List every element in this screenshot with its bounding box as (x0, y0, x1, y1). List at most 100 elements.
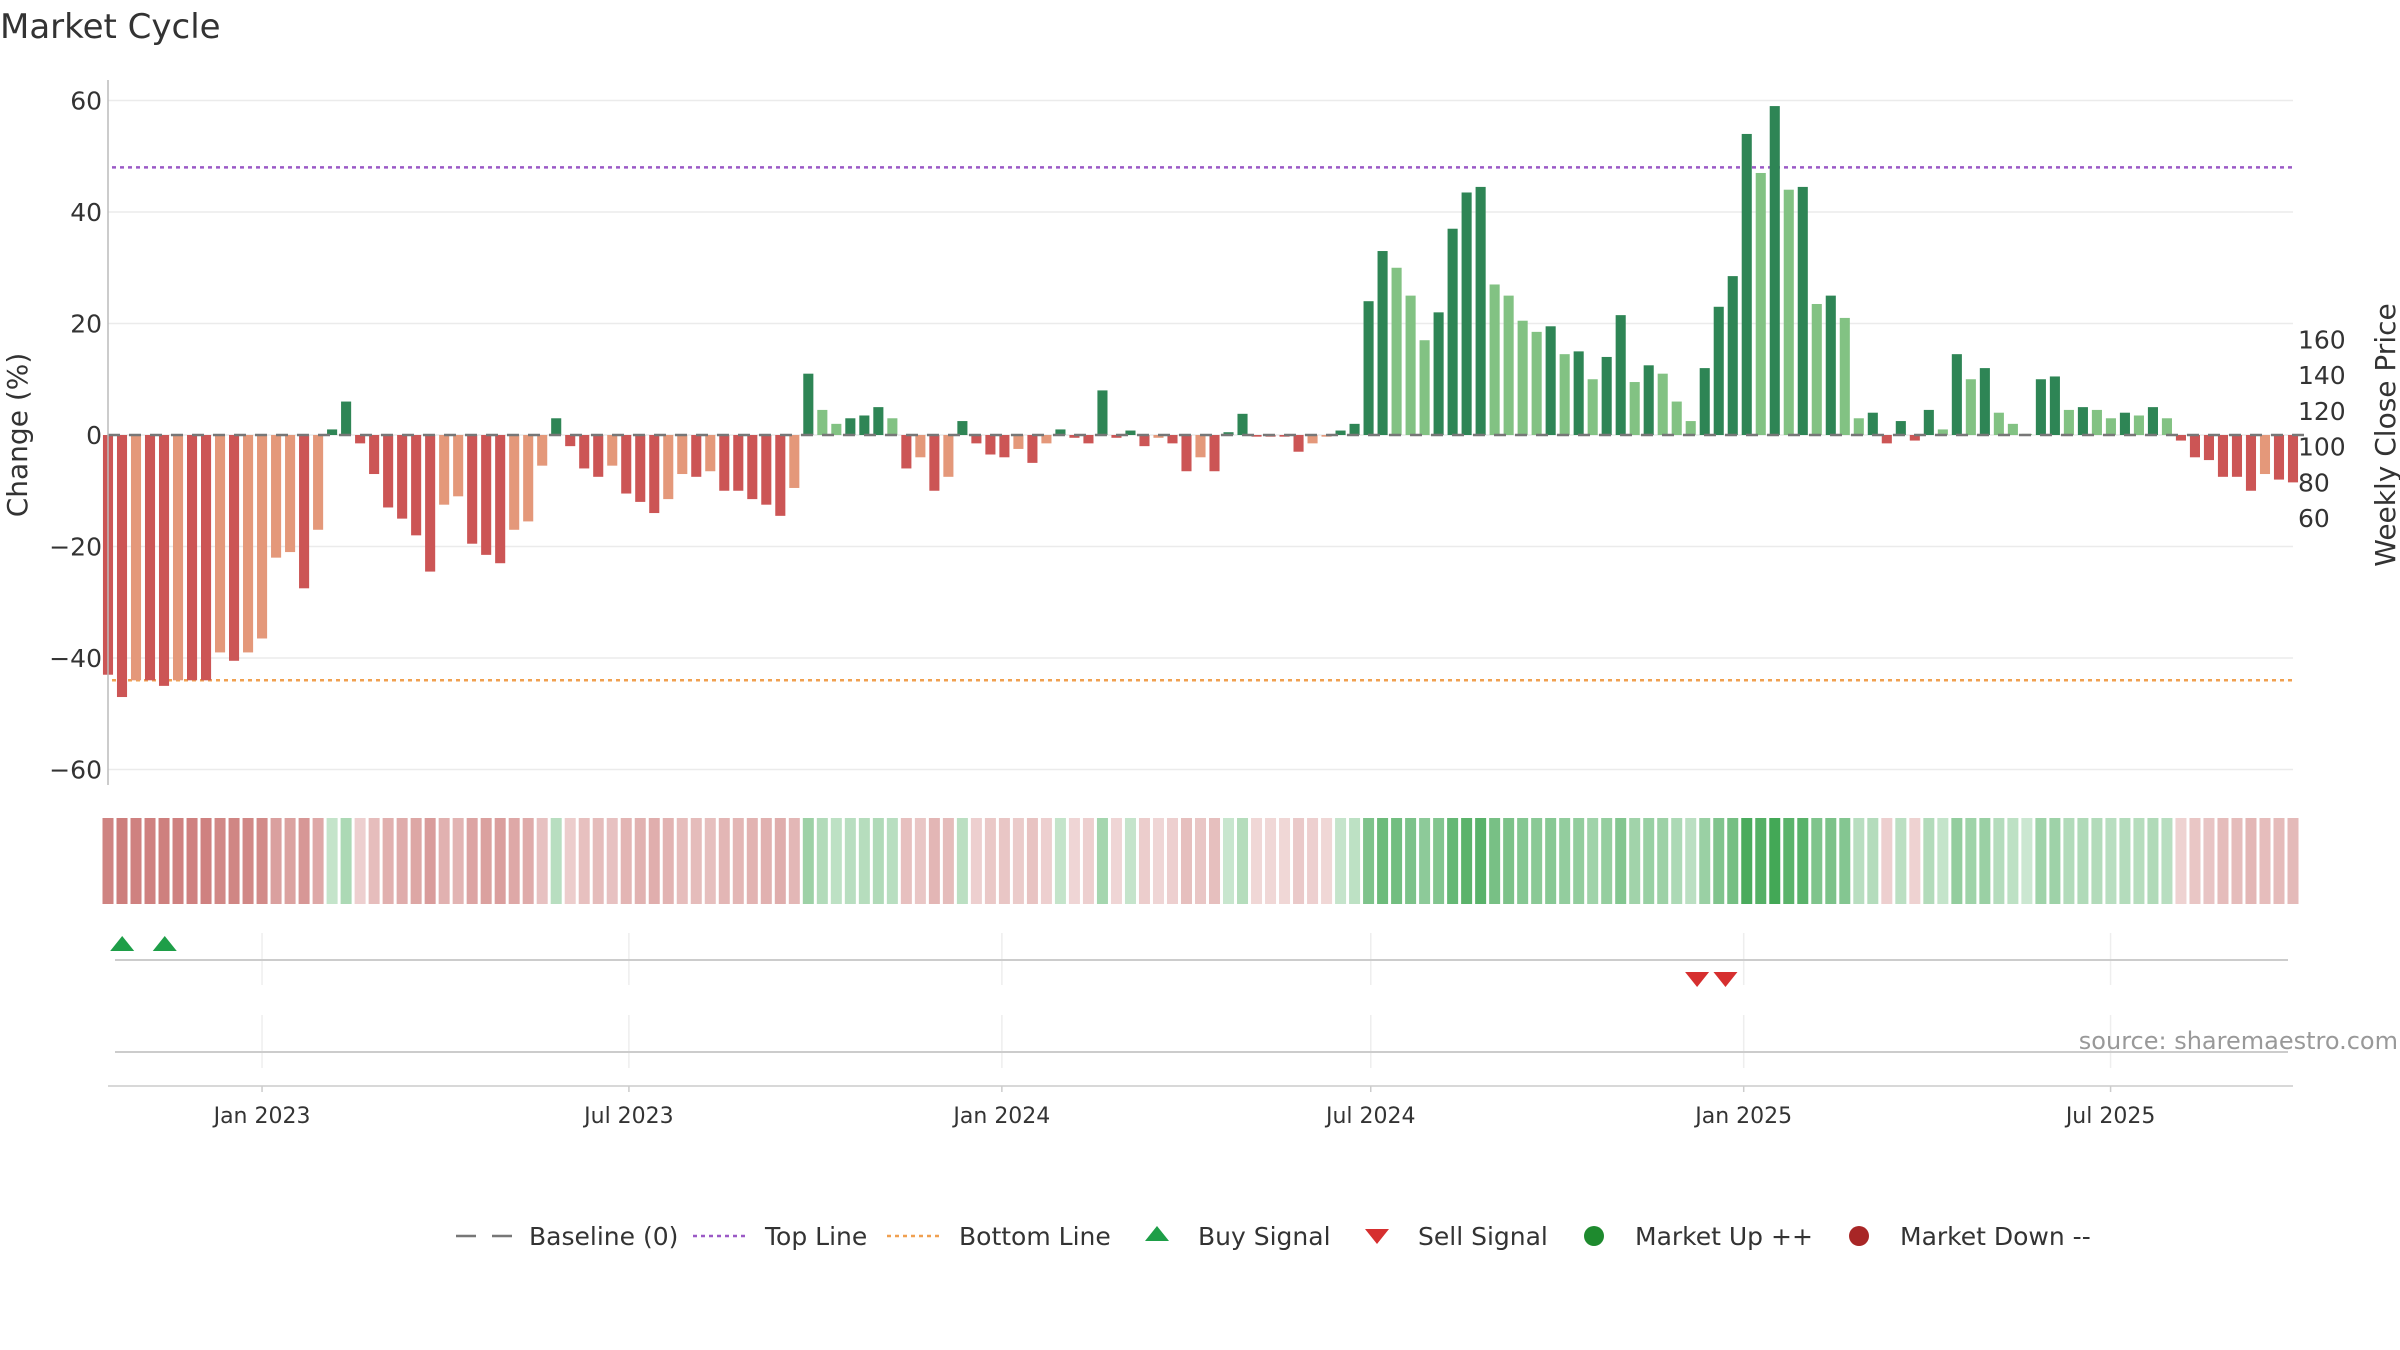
strip-cell (690, 818, 702, 904)
strip-cell (1363, 818, 1375, 904)
bar (1699, 368, 1710, 435)
bar (1111, 435, 1122, 438)
strip-cell (592, 818, 604, 904)
bar (2147, 407, 2158, 435)
strip-cell (410, 818, 422, 904)
signal-panel (115, 933, 2288, 985)
strip-cell (1405, 818, 1417, 904)
strip-cell (1881, 818, 1893, 904)
bar (1503, 295, 1514, 435)
strip-cell (1825, 818, 1837, 904)
bar (859, 415, 870, 435)
strip-cell (452, 818, 464, 904)
x-tick-label: Jan 2024 (951, 1104, 1050, 1129)
bar (1517, 320, 1528, 435)
y2-tick-label: 120 (2298, 397, 2346, 426)
strip-cell (2021, 818, 2033, 904)
bar (425, 435, 436, 572)
y2-tick-labels: 160 140 120 100 80 60 (2298, 325, 2346, 533)
legend-up-swatch (1584, 1226, 1604, 1246)
strip-cell (1223, 818, 1235, 904)
bar (929, 435, 940, 491)
strip-cell (746, 818, 758, 904)
legend-label: Sell Signal (1418, 1222, 1548, 1251)
strip-cell (2049, 818, 2061, 904)
bar (1895, 421, 1906, 435)
bar (691, 435, 702, 477)
strip-cell (1839, 818, 1851, 904)
bar (2217, 435, 2229, 477)
y2-tick-label: 140 (2298, 361, 2346, 390)
bar (1433, 312, 1444, 435)
strip-cell (1769, 818, 1781, 904)
bar (243, 435, 254, 653)
strip-cell (970, 818, 982, 904)
bar (2161, 418, 2172, 435)
strip-cell (1419, 818, 1431, 904)
strip-cell (130, 818, 142, 904)
bar (271, 435, 282, 558)
bar (1671, 401, 1682, 435)
strip-cell (1152, 818, 1164, 904)
bar (2077, 407, 2088, 435)
y-tick-label: −60 (49, 756, 102, 785)
strip-cell (326, 818, 338, 904)
strip-cell (886, 818, 898, 904)
strip-cell (1671, 818, 1683, 904)
strip-cell (1054, 818, 1066, 904)
bar (887, 418, 898, 435)
bar (1237, 413, 1248, 435)
x-tick-label: Jul 2024 (1324, 1104, 1416, 1129)
bar (2175, 435, 2186, 441)
bar (1419, 340, 1430, 435)
strip-cell (1629, 818, 1641, 904)
strip-cell (1643, 818, 1655, 904)
strip-cell (1335, 818, 1347, 904)
strip-cell (1713, 818, 1725, 904)
strip-cell (900, 818, 912, 904)
strip-cell (1517, 818, 1529, 904)
bar (831, 423, 842, 435)
strip-cell (144, 818, 156, 904)
strip-cell (1209, 818, 1221, 904)
strip-cell (2105, 818, 2117, 904)
bar (747, 435, 758, 500)
strip-cell (1026, 818, 1038, 904)
signal-markers (110, 936, 1738, 987)
bar (985, 435, 996, 455)
bars (102, 106, 2299, 698)
strip-cell (1307, 818, 1319, 904)
bar (635, 435, 646, 502)
x-tick-label: Jan 2025 (1693, 1104, 1792, 1129)
strip-cell (256, 818, 268, 904)
bar (775, 435, 786, 516)
bar (215, 435, 226, 653)
bar (481, 435, 492, 555)
strip-cell (1068, 818, 1080, 904)
bar (1573, 351, 1584, 435)
strip-cell (172, 818, 184, 904)
bar (2035, 379, 2046, 435)
legend-item-buy: Buy Signal (1145, 1222, 1331, 1251)
buy-signal-marker (110, 936, 135, 951)
bar (2203, 435, 2215, 461)
legend-label: Market Down -- (1900, 1222, 2091, 1251)
strip-cell (760, 818, 772, 904)
strip-cell (2091, 818, 2103, 904)
strip-cell (564, 818, 576, 904)
bar (1083, 435, 1094, 444)
strip-cell (312, 818, 324, 904)
bar (1657, 373, 1668, 435)
strip-cell (1755, 818, 1767, 904)
strip-cell (1180, 818, 1192, 904)
strip-cell (382, 818, 394, 904)
strip-cell (508, 818, 520, 904)
bar (1713, 306, 1724, 435)
strip-cell (1293, 818, 1305, 904)
strip-cell (1979, 818, 1991, 904)
legend-item-top: Top Line (693, 1222, 867, 1251)
strip-cell (1461, 818, 1473, 904)
y2-tick-label: 100 (2298, 433, 2346, 462)
strip-cell (2063, 818, 2075, 904)
strip-cell (1251, 818, 1263, 904)
